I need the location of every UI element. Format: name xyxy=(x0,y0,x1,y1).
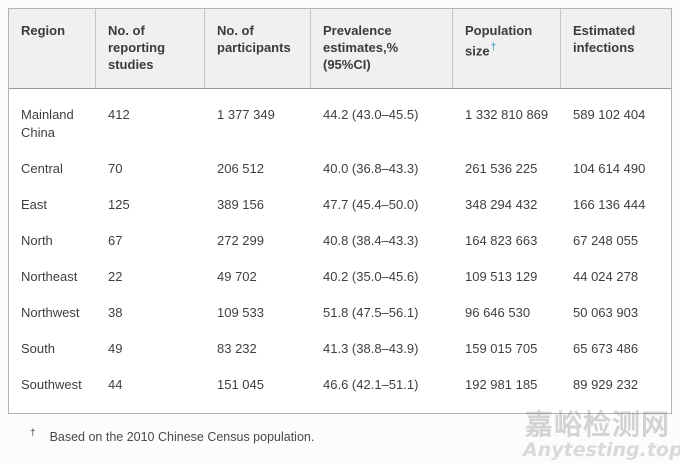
cell-studies: 70 xyxy=(108,161,123,176)
column-header-prevalence: Prevalence estimates,% (95%CI) xyxy=(311,9,453,88)
cell-population: 192 981 185 xyxy=(465,377,538,392)
table-row-central: Central 70 206 512 40.0 (36.8–43.3) 261 … xyxy=(9,151,671,187)
cell-region: South xyxy=(21,341,55,356)
cell-studies: 22 xyxy=(108,269,123,284)
cell-studies: 125 xyxy=(108,197,130,212)
table-row-southwest: Southwest 44 151 045 46.6 (42.1–51.1) 19… xyxy=(9,367,671,403)
cell-participants: 389 156 xyxy=(217,197,264,212)
cell-region: Southwest xyxy=(21,377,82,392)
cell-prevalence: 40.0 (36.8–43.3) xyxy=(323,161,419,176)
cell-population: 348 294 432 xyxy=(465,197,538,212)
table-body: Mainland China 412 1 377 349 44.2 (43.0–… xyxy=(9,89,671,413)
cell-infections: 50 063 903 xyxy=(573,305,639,320)
table-row-north: North 67 272 299 40.8 (38.4–43.3) 164 82… xyxy=(9,223,671,259)
column-header-population-size: Population size† xyxy=(453,9,561,88)
cell-population: 1 332 810 869 xyxy=(465,107,549,122)
cell-prevalence: 46.6 (42.1–51.1) xyxy=(323,377,419,392)
cell-population: 164 823 663 xyxy=(465,233,538,248)
column-header-region: Region xyxy=(9,9,96,88)
cell-prevalence: 44.2 (43.0–45.5) xyxy=(323,107,419,122)
cell-infections: 104 614 490 xyxy=(573,161,646,176)
table-row-mainland-china: Mainland China 412 1 377 349 44.2 (43.0–… xyxy=(9,97,671,151)
table-row-northeast: Northeast 22 49 702 40.2 (35.0–45.6) 109… xyxy=(9,259,671,295)
cell-studies: 38 xyxy=(108,305,123,320)
cell-infections: 89 929 232 xyxy=(573,377,639,392)
cell-prevalence: 51.8 (47.5–56.1) xyxy=(323,305,419,320)
cell-infections: 589 102 404 xyxy=(573,107,646,122)
cell-region: North xyxy=(21,233,53,248)
watermark-latin-text: Anytesting.top xyxy=(523,439,680,461)
table-footnote: † Based on the 2010 Chinese Census popula… xyxy=(30,428,314,444)
cell-participants: 49 702 xyxy=(217,269,257,284)
cell-prevalence: 40.2 (35.0–45.6) xyxy=(323,269,419,284)
cell-infections: 67 248 055 xyxy=(573,233,639,248)
cell-prevalence: 41.3 (38.8–43.9) xyxy=(323,341,419,356)
table-row-northwest: Northwest 38 109 533 51.8 (47.5–56.1) 96… xyxy=(9,295,671,331)
cell-region: Central xyxy=(21,161,63,176)
cell-region: Mainland China xyxy=(21,107,74,140)
column-header-participants: No. of participants xyxy=(205,9,311,88)
cell-participants: 1 377 349 xyxy=(217,107,275,122)
footnote-dagger-icon: † xyxy=(30,428,36,439)
cell-population: 159 015 705 xyxy=(465,341,538,356)
dagger-superscript: † xyxy=(490,42,497,53)
cell-prevalence: 47.7 (45.4–50.0) xyxy=(323,197,419,212)
cell-studies: 67 xyxy=(108,233,123,248)
cell-studies: 44 xyxy=(108,377,123,392)
cell-participants: 272 299 xyxy=(217,233,264,248)
cell-prevalence: 40.8 (38.4–43.3) xyxy=(323,233,419,248)
cell-participants: 109 533 xyxy=(217,305,264,320)
cell-infections: 65 673 486 xyxy=(573,341,639,356)
cell-studies: 49 xyxy=(108,341,123,356)
cell-region: Northeast xyxy=(21,269,78,284)
cell-participants: 206 512 xyxy=(217,161,264,176)
cell-participants: 83 232 xyxy=(217,341,257,356)
table-header-row: Region No. of reporting studies No. of p… xyxy=(9,9,671,89)
column-header-estimated-infections: Estimated infections xyxy=(573,23,636,55)
cell-participants: 151 045 xyxy=(217,377,264,392)
cell-studies: 412 xyxy=(108,107,130,122)
column-header-reporting-studies: No. of reporting studies xyxy=(96,9,205,88)
cell-population: 261 536 225 xyxy=(465,161,538,176)
cell-infections: 44 024 278 xyxy=(573,269,639,284)
footnote-text: Based on the 2010 Chinese Census populat… xyxy=(49,430,315,444)
table-row-south: South 49 83 232 41.3 (38.8–43.9) 159 015… xyxy=(9,331,671,367)
cell-region: East xyxy=(21,197,48,212)
table-row-east: East 125 389 156 47.7 (45.4–50.0) 348 29… xyxy=(9,187,671,223)
cell-population: 109 513 129 xyxy=(465,269,538,284)
cell-region: Northwest xyxy=(21,305,80,320)
prevalence-table: Region No. of reporting studies No. of p… xyxy=(8,8,672,414)
cell-infections: 166 136 444 xyxy=(573,197,646,212)
cell-population: 96 646 530 xyxy=(465,305,531,320)
column-header-population-label: Population size xyxy=(465,23,533,59)
